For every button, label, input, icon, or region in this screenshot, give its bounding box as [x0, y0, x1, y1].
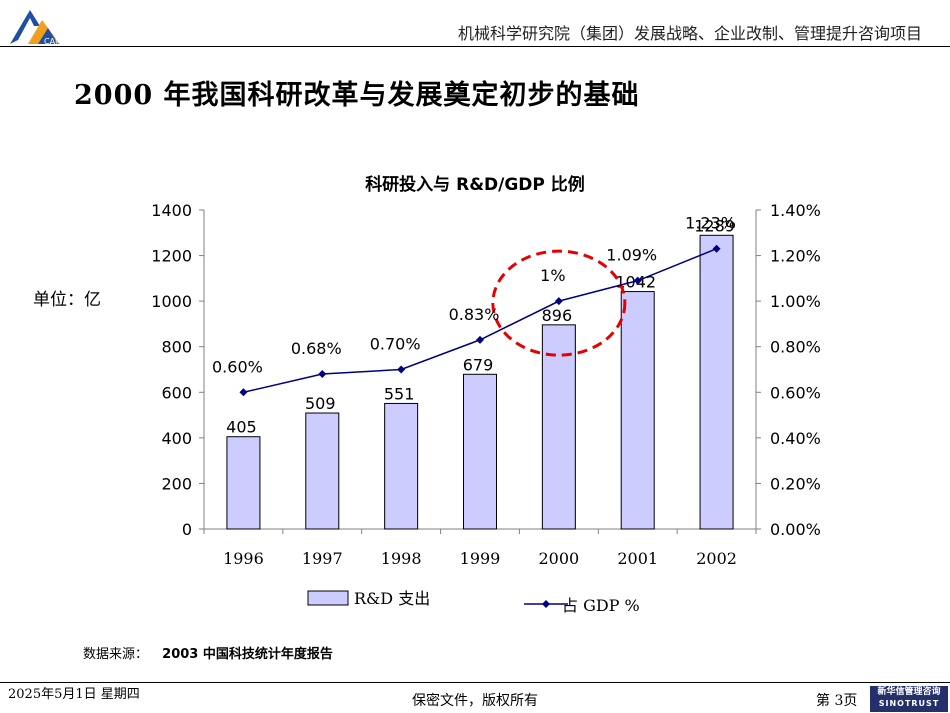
highlight-ellipse — [491, 249, 627, 357]
x-tick-label: 1998 — [381, 549, 422, 568]
x-tick-label: 2001 — [617, 549, 658, 568]
line-marker-2001 — [633, 276, 642, 285]
right-tick-label: 0.00% — [770, 520, 821, 539]
left-tick-label: 1200 — [151, 247, 192, 266]
page-number: 第 3页 — [816, 693, 858, 709]
left-tick-label: 0 — [182, 520, 192, 539]
right-tick-label: 1.20% — [770, 247, 821, 266]
logo-line-2: SINOTRUST — [878, 699, 940, 708]
unit-label: 单位：亿 — [33, 290, 101, 310]
legend-line-marker — [542, 600, 550, 608]
header-title: 机械科学研究院（集团）发展战略、企业改制、管理提升咨询项目 — [457, 24, 922, 43]
sinotrust-logo: 新华信管理咨询 SINOTRUST — [870, 686, 948, 712]
bar-rd-2002 — [699, 234, 734, 530]
line-marker-2002 — [712, 244, 721, 253]
line-marker-1999 — [476, 335, 484, 344]
x-tick-label: 1996 — [223, 549, 264, 568]
line-value-label: 0.83% — [449, 305, 500, 324]
line-marker-1997 — [318, 370, 327, 379]
right-tick-label: 0.20% — [770, 474, 821, 493]
footer-confidential: 保密文件，版权所有 — [412, 693, 538, 709]
footer-date: 2025年5月1日 星期四 — [8, 687, 140, 702]
line-marker-1998 — [397, 365, 406, 374]
page-title: 2000 年我国科研改革与发展奠定初步的基础 — [74, 80, 640, 111]
bar-rd-1998 — [384, 402, 419, 530]
bar-value-label: 509 — [305, 394, 336, 413]
left-tick-label: 400 — [161, 429, 192, 448]
header-divider — [0, 46, 950, 47]
cam-logo: CAM — [10, 10, 62, 46]
line-value-label: 0.60% — [212, 357, 263, 376]
source-label: 数据来源： — [83, 647, 149, 662]
line-value-label: 1.09% — [606, 246, 657, 265]
right-tick-label: 0.60% — [770, 383, 821, 402]
legend-bar-swatch — [307, 590, 349, 606]
bar-value-label: 551 — [384, 384, 415, 403]
x-tick-label: 2002 — [696, 549, 737, 568]
left-tick-label: 1400 — [151, 201, 192, 220]
bar-value-label: 896 — [542, 306, 573, 325]
right-tick-label: 1.00% — [770, 292, 821, 311]
svg-text:CAM: CAM — [44, 37, 62, 46]
left-tick-label: 800 — [161, 338, 192, 357]
x-tick-label: 2000 — [538, 549, 579, 568]
footer-divider — [0, 682, 950, 683]
bar-rd-1996 — [226, 436, 261, 530]
line-value-label: 1.23% — [685, 214, 736, 233]
line-value-label: 0.70% — [370, 335, 421, 354]
line-value-label: 0.68% — [291, 339, 342, 358]
bar-value-label: 1289 — [694, 216, 735, 235]
legend-line-label: 占 GDP % — [562, 596, 640, 615]
source-value: 2003 中国科技统计年度报告 — [162, 647, 333, 662]
left-tick-label: 1000 — [151, 292, 192, 311]
chart-title: 科研投入与 R&D/GDP 比例 — [365, 175, 585, 195]
bar-rd-2000 — [541, 324, 576, 530]
bar-value-label: 405 — [226, 418, 257, 437]
right-tick-label: 0.40% — [770, 429, 821, 448]
bar-rd-1997 — [305, 412, 340, 530]
legend-bar-label: R&D 支出 — [354, 589, 430, 608]
bar-value-label: 679 — [463, 355, 494, 374]
bar-rd-1999 — [463, 373, 497, 530]
line-marker-2000 — [554, 297, 563, 306]
line-marker-1996 — [239, 388, 248, 397]
bar-rd-2001 — [620, 291, 655, 530]
x-tick-label: 1999 — [460, 549, 501, 568]
right-tick-label: 1.40% — [770, 201, 821, 220]
left-tick-label: 200 — [161, 474, 192, 493]
line-value-label: 1% — [540, 266, 565, 285]
data-source: 数据来源： 2003 中国科技统计年度报告 — [83, 643, 333, 662]
left-tick-label: 600 — [161, 383, 192, 402]
logo-line-1: 新华信管理咨询 — [877, 687, 941, 697]
x-tick-label: 1997 — [302, 549, 343, 568]
right-tick-label: 0.80% — [770, 338, 821, 357]
